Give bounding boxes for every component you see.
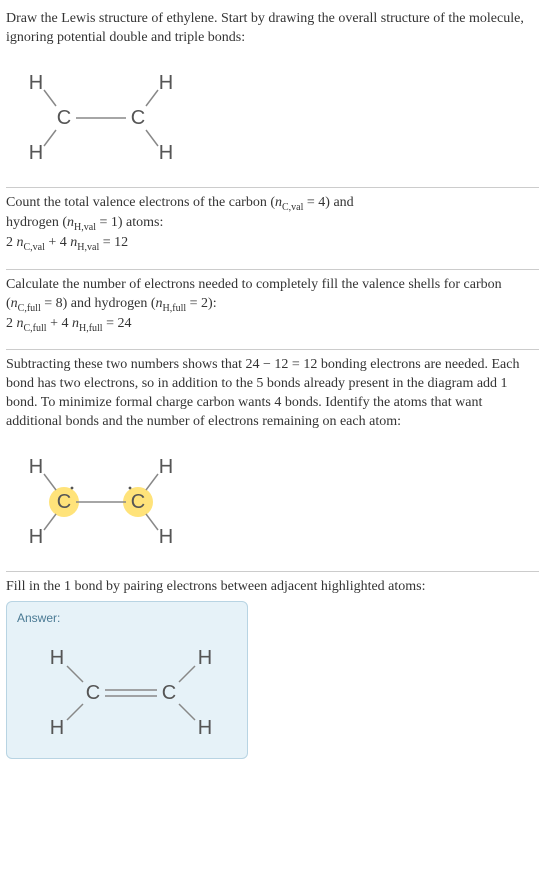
n-hval-sub: H,val <box>74 222 96 233</box>
valence-formula-b: + 4 <box>45 235 70 250</box>
intro-text: Draw the Lewis structure of ethylene. St… <box>6 10 539 48</box>
ethylene-highlight-svg: HHCCHH <box>6 442 196 557</box>
svg-text:C: C <box>131 491 145 513</box>
full-line1b: = 8) and hydrogen ( <box>41 296 156 311</box>
n-cfull-sub: C,full <box>18 302 41 313</box>
n-cval-sub: C,val <box>24 242 45 253</box>
svg-text:C: C <box>131 107 145 129</box>
svg-text:H: H <box>29 456 43 478</box>
diagram-highlighted: HHCCHH <box>6 442 539 557</box>
svg-text:C: C <box>57 107 71 129</box>
section-valence-count: Count the total valence electrons of the… <box>6 188 539 270</box>
section-subtract: Subtracting these two numbers shows that… <box>6 350 539 572</box>
answer-box: Answer: HHCCHH <box>6 601 248 759</box>
section-full-count: Calculate the number of electrons needed… <box>6 270 539 350</box>
ethylene-double-bond-svg: HHCCHH <box>17 628 237 748</box>
valence-line1b: = 4) and <box>303 195 353 210</box>
full-formula-c: = 24 <box>103 316 132 331</box>
section-answer: Fill in the 1 bond by pairing electrons … <box>6 572 539 773</box>
answer-label: Answer: <box>17 610 237 626</box>
section-intro: Draw the Lewis structure of ethylene. St… <box>6 4 539 188</box>
svg-text:H: H <box>29 142 43 164</box>
ethylene-skeleton-svg: HHCCHH <box>6 58 196 173</box>
n-symbol: n <box>11 296 18 311</box>
n-cval-sub: C,val <box>282 202 303 213</box>
n-hfull-sub: H,full <box>79 323 103 334</box>
svg-text:C: C <box>162 682 176 704</box>
svg-text:H: H <box>159 72 173 94</box>
valence-formula-c: = 12 <box>99 235 128 250</box>
svg-text:H: H <box>159 142 173 164</box>
n-hval-sub: H,val <box>77 242 99 253</box>
n-symbol: n <box>17 316 24 331</box>
full-line1c: = 2): <box>186 296 216 311</box>
svg-text:C: C <box>57 491 71 513</box>
full-formula-b: + 4 <box>47 316 72 331</box>
n-symbol: n <box>156 296 163 311</box>
diagram-single-bond: HHCCHH <box>6 58 539 173</box>
svg-text:H: H <box>198 717 212 739</box>
n-symbol: n <box>67 215 74 230</box>
svg-text:H: H <box>159 456 173 478</box>
svg-text:H: H <box>198 647 212 669</box>
svg-text:H: H <box>50 717 64 739</box>
svg-text:C: C <box>86 682 100 704</box>
svg-text:H: H <box>29 526 43 548</box>
n-symbol: n <box>275 195 282 210</box>
n-hfull-sub: H,full <box>163 302 187 313</box>
svg-text:H: H <box>159 526 173 548</box>
valence-line2b: = 1) atoms: <box>96 215 163 230</box>
n-symbol: n <box>72 316 79 331</box>
valence-line2a: hydrogen ( <box>6 215 67 230</box>
n-symbol: n <box>17 235 24 250</box>
n-cfull-sub: C,full <box>24 323 47 334</box>
full-formula-a: 2 <box>6 316 17 331</box>
svg-text:H: H <box>29 72 43 94</box>
subtract-text: Subtracting these two numbers shows that… <box>6 356 539 432</box>
valence-line1a: Count the total valence electrons of the… <box>6 195 275 210</box>
svg-text:H: H <box>50 647 64 669</box>
valence-formula-a: 2 <box>6 235 17 250</box>
fill-bond-text: Fill in the 1 bond by pairing electrons … <box>6 578 539 597</box>
